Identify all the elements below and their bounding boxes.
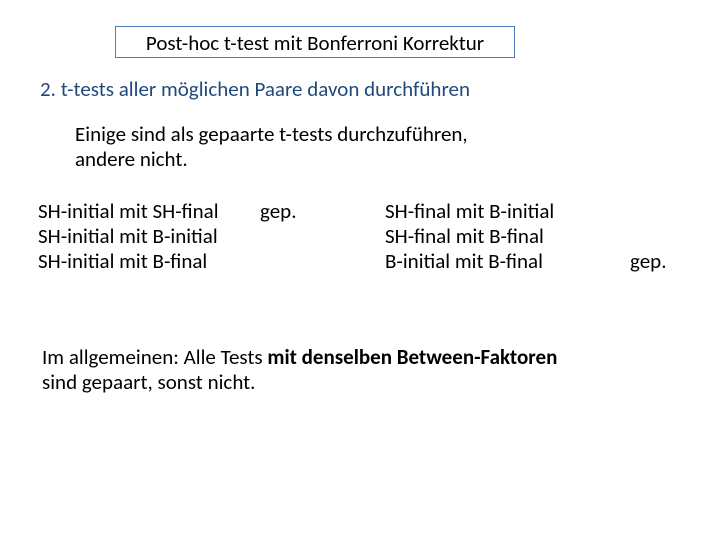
conclusion-bold: mit denselben Between-Faktoren	[267, 344, 557, 370]
left-annotation: gep.	[260, 199, 297, 224]
conclusion-text: Im allgemeinen: Alle Tests mit denselben…	[42, 345, 582, 395]
left-line-2: SH-initial mit B-initial	[38, 223, 218, 249]
left-column: SH-initial mit SH-final SH-initial mit B…	[38, 199, 219, 275]
conclusion-pre: Im allgemeinen: Alle Tests	[42, 344, 267, 370]
intro-line-2: andere nicht.	[75, 146, 188, 172]
intro-line-1: Einige sind als gepaarte t-tests durchzu…	[75, 121, 468, 147]
right-annotation: gep.	[630, 249, 667, 274]
right-line-1: SH-final mit B-initial	[385, 198, 554, 224]
intro-text: Einige sind als gepaarte t-tests durchzu…	[75, 122, 468, 172]
right-column: SH-final mit B-initial SH-final mit B-fi…	[385, 199, 554, 275]
right-line-2: SH-final mit B-final	[385, 223, 544, 249]
right-line-3: B-initial mit B-final	[385, 248, 543, 274]
left-line-3: SH-initial mit B-final	[38, 248, 207, 274]
slide-subtitle: 2. t-tests aller möglichen Paare davon d…	[40, 76, 470, 102]
slide-title-box: Post-hoc t-test mit Bonferroni Korrektur	[115, 26, 515, 58]
slide-title-text: Post-hoc t-test mit Bonferroni Korrektur	[146, 30, 484, 56]
left-line-1: SH-initial mit SH-final	[38, 198, 219, 224]
conclusion-post: sind gepaart, sonst nicht.	[42, 369, 256, 395]
slide: Post-hoc t-test mit Bonferroni Korrektur…	[0, 0, 720, 540]
